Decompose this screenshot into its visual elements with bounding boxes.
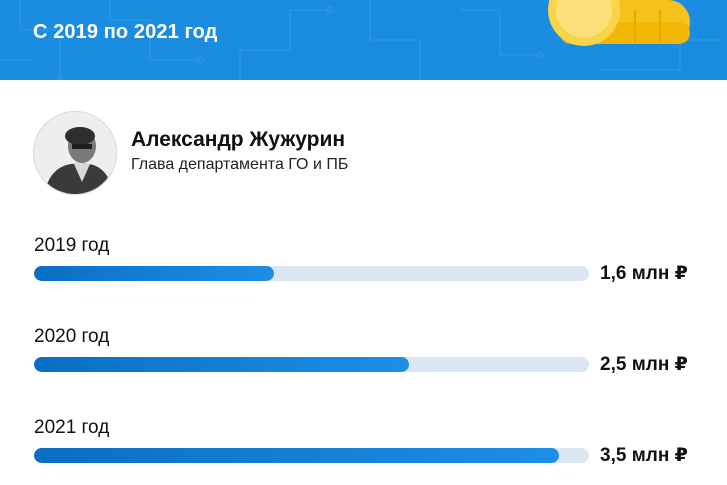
bar-label-1: 2020 год [34, 326, 110, 347]
bar-1 [34, 357, 409, 372]
bar-2 [34, 448, 559, 463]
bar-label-0: 2019 год [34, 235, 110, 256]
bar-track-2 [34, 448, 589, 463]
header-banner: С 2019 по 2021 год [0, 0, 727, 80]
bar-0 [34, 266, 274, 281]
bar-track-1 [34, 357, 589, 372]
bar-label-2: 2021 год [34, 417, 110, 438]
subtitle: С 2019 по 2021 год [33, 21, 218, 43]
gold-coins-icon [548, 0, 690, 46]
bar-value-label-0: 1,6 млн ₽ [600, 263, 688, 284]
bar-track-0 [34, 266, 589, 281]
person-role: Глава департамента ГО и ПБ [131, 156, 349, 173]
bar-value-label-1: 2,5 млн ₽ [600, 354, 688, 375]
avatar [33, 111, 117, 195]
portrait-icon [34, 112, 116, 194]
person-card: Александр Жужурин Глава департамента ГО … [33, 111, 633, 197]
person-name: Александр Жужурин [131, 128, 346, 151]
circuit-pattern [0, 0, 720, 80]
bar-value-label-2: 3,5 млн ₽ [600, 445, 688, 466]
